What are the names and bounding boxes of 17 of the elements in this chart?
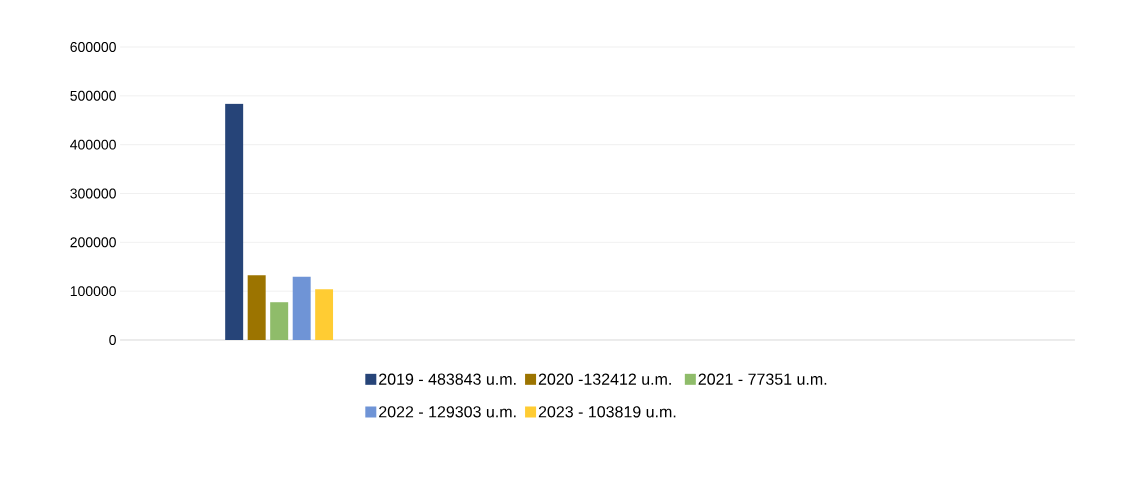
y-tick-label: 0 [109,335,116,345]
y-tick-label: 300000 [70,188,116,199]
bar [315,289,334,340]
bar [247,275,266,340]
y-tick-label: 400000 [70,139,116,150]
y-tick-label: 600000 [70,42,116,52]
legend-label: 2023 - 103819 u.m. [538,406,676,418]
y-tick-label: 200000 [70,237,116,248]
legend-label: 2020 -132412 u.m. [538,373,671,385]
y-tick-label: 500000 [70,90,116,101]
legend-label: 2021 - 77351 u.m. [698,373,827,385]
legend-label: 2022 - 129303 u.m. [379,406,516,418]
bar [292,276,311,340]
legend-label: 2019 - 483843 u.m. [379,373,516,385]
bar [270,302,289,340]
bar [225,103,244,340]
y-tick-label: 100000 [70,286,116,297]
